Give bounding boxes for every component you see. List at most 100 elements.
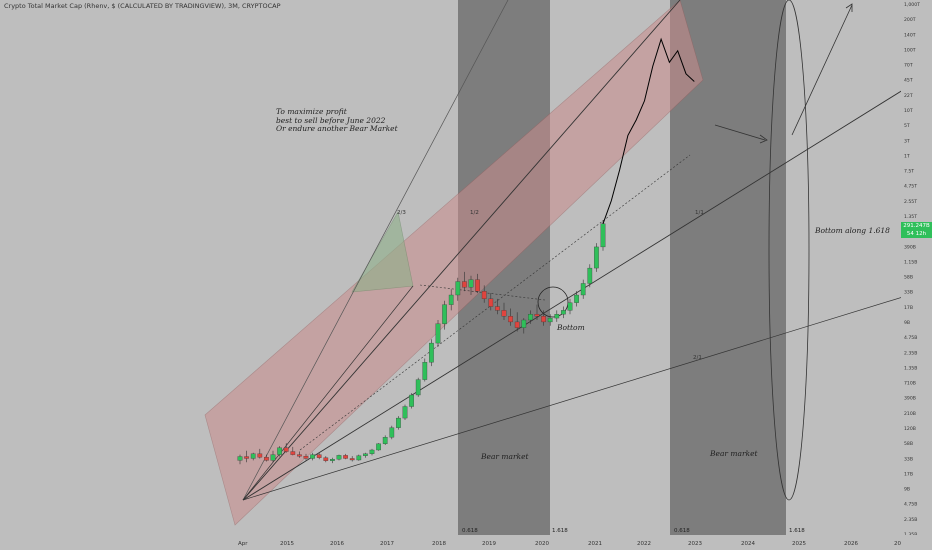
dashed-trend	[299, 154, 691, 451]
arrow-up	[791, 4, 853, 136]
candle-body[interactable]	[561, 310, 566, 315]
candle-body[interactable]	[297, 454, 302, 457]
price-tick-label: 2.35B	[904, 517, 917, 523]
candle-body[interactable]	[468, 279, 474, 288]
arrow-up-head	[845, 3, 853, 12]
price-axis-ticks: 1,000T 200T 140T 100T 70T 45T 22T 10T 5T 3T 1T 7.5T…	[904, 2, 920, 538]
candle-body[interactable]	[409, 394, 414, 407]
price-tick-label: 7.5T	[904, 169, 914, 175]
bear-market-label-2: Bear market	[710, 449, 758, 458]
candle-body[interactable]	[356, 455, 362, 461]
current-price-value: 291.247B	[903, 223, 930, 229]
candle-body[interactable]	[567, 302, 573, 311]
candle-body[interactable]	[257, 453, 263, 458]
candle-body[interactable]	[462, 281, 467, 288]
time-tick-label: 2025	[792, 541, 806, 547]
candle-body[interactable]	[481, 291, 487, 299]
candle-body[interactable]	[448, 294, 454, 305]
time-tick-label: 2015	[280, 541, 294, 547]
candle-body[interactable]	[534, 314, 540, 317]
candle-body[interactable]	[277, 447, 282, 455]
candle-body[interactable]	[508, 316, 513, 323]
price-tick-label: 17B	[904, 471, 913, 477]
candle-body[interactable]	[587, 267, 593, 284]
candle-body[interactable]	[547, 317, 553, 323]
candle-body[interactable]	[237, 456, 243, 461]
candle-body[interactable]	[422, 362, 428, 380]
time-tick-label: 2024	[741, 541, 755, 547]
bottom-along-label: Bottom along 1.618	[815, 226, 890, 235]
candle-body[interactable]	[330, 459, 335, 461]
price-axis[interactable]	[901, 0, 932, 550]
candle-body[interactable]	[389, 427, 395, 438]
candle-body[interactable]	[343, 455, 348, 459]
candle-body[interactable]	[442, 304, 447, 324]
bottom-circle	[537, 286, 569, 318]
candle-body[interactable]	[349, 458, 355, 461]
fan-line-4	[242, 287, 932, 501]
candle-body[interactable]	[270, 454, 276, 461]
candle-body[interactable]	[495, 306, 500, 311]
candle-body[interactable]	[574, 294, 579, 303]
candle-body[interactable]	[369, 449, 375, 454]
candle-body[interactable]	[501, 310, 507, 317]
price-tick-label: 33B	[904, 290, 913, 296]
candle-body[interactable]	[528, 314, 533, 321]
candle-body[interactable]	[363, 453, 368, 456]
candle-body[interactable]	[316, 454, 322, 458]
candle-body[interactable]	[336, 455, 342, 460]
candle-body[interactable]	[310, 454, 315, 459]
time-axis[interactable]	[0, 535, 932, 550]
candle-body[interactable]	[264, 457, 269, 461]
fan-label-4: 2/1	[693, 355, 702, 361]
price-tick-label: 390B	[904, 244, 916, 250]
candle-body[interactable]	[541, 316, 546, 323]
candle-body[interactable]	[376, 443, 381, 451]
candle-body[interactable]	[382, 437, 388, 444]
candle-body[interactable]	[594, 246, 599, 269]
price-tick-label: 4.75T	[904, 184, 917, 190]
arrow-right-head	[759, 134, 768, 144]
time-tick-label: 2020	[535, 541, 549, 547]
candle-body[interactable]	[521, 319, 527, 328]
fib-label-3: 0.618	[674, 528, 690, 534]
candle-body[interactable]	[415, 379, 421, 396]
candle-body[interactable]	[514, 321, 520, 328]
pink-channel	[204, 0, 704, 526]
price-tick-label: 1,000T	[904, 2, 920, 8]
fan-label-2: 1/2	[470, 210, 479, 216]
candle-body[interactable]	[290, 451, 296, 455]
candle-body[interactable]	[435, 323, 441, 344]
fan-line-3	[242, 71, 932, 501]
candle-body[interactable]	[554, 314, 560, 319]
price-tick-label: 3T	[904, 138, 910, 144]
time-tick-label: 2016	[330, 541, 344, 547]
price-tick-label: 1.35B	[904, 365, 917, 371]
price-tick-label: 1.15B	[904, 259, 917, 265]
candle-body[interactable]	[402, 406, 408, 419]
candle-body[interactable]	[283, 447, 289, 452]
time-tick-label: 20	[894, 541, 901, 547]
candle-body[interactable]	[396, 417, 401, 428]
candle-body[interactable]	[475, 279, 480, 292]
green-triangle	[351, 211, 414, 293]
price-tick-label: 58B	[904, 441, 913, 447]
fib-label-2: 1.618	[552, 528, 568, 534]
candle-body[interactable]	[600, 223, 606, 248]
candle-body[interactable]	[580, 283, 586, 296]
candle-body[interactable]	[429, 342, 434, 363]
profit-note-line-3: Or endure another Bear Market	[276, 124, 398, 133]
candle-body[interactable]	[303, 456, 309, 459]
price-tick-label: 4.75B	[904, 335, 917, 341]
price-tick-label: 200T	[904, 17, 916, 23]
time-tick-label: 2019	[482, 541, 496, 547]
candle-body[interactable]	[244, 456, 249, 459]
bear-market-label-1: Bear market	[481, 452, 529, 461]
fan-line-2	[242, 0, 681, 501]
candle-body[interactable]	[455, 281, 461, 296]
price-tick-label: 1.35T	[904, 214, 917, 220]
candle-body[interactable]	[323, 457, 329, 461]
candle-body[interactable]	[250, 453, 256, 459]
candle-body[interactable]	[488, 298, 494, 307]
